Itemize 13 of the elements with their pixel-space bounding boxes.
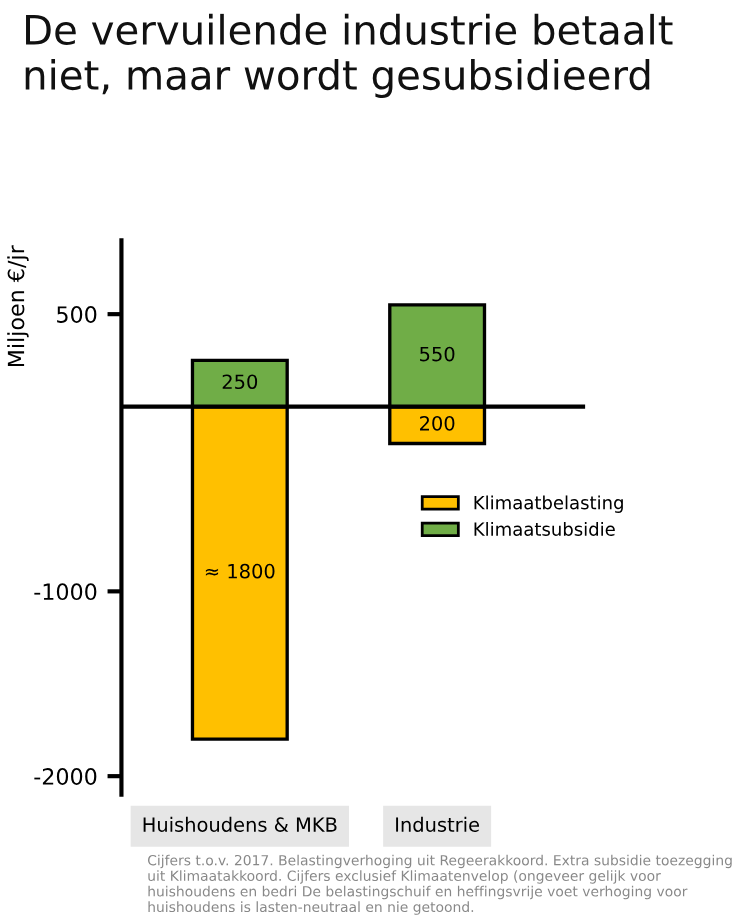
data-label: 250 bbox=[222, 374, 258, 390]
data-label: 550 bbox=[420, 346, 455, 362]
chart-title: De vervuilende industrie betaalt niet, maar wordt gesubsidieerd bbox=[25, 13, 673, 98]
legend-label: Klimaatsubsidie bbox=[474, 521, 615, 536]
y-tick-label: -2000 bbox=[34, 768, 97, 785]
x-tick-label: Huishoudens & MKB bbox=[143, 816, 337, 832]
y-tick-label: -1000 bbox=[34, 583, 97, 601]
legend-label: Klimaatbelasting bbox=[474, 495, 623, 513]
data-label: 200 bbox=[420, 415, 455, 431]
x-tick-label: Industrie bbox=[396, 816, 480, 832]
y-axis-title: Miljoen €/jr bbox=[7, 245, 29, 367]
data-label: ≈ 1800 bbox=[205, 563, 275, 579]
y-tick-label: 500 bbox=[57, 306, 97, 323]
